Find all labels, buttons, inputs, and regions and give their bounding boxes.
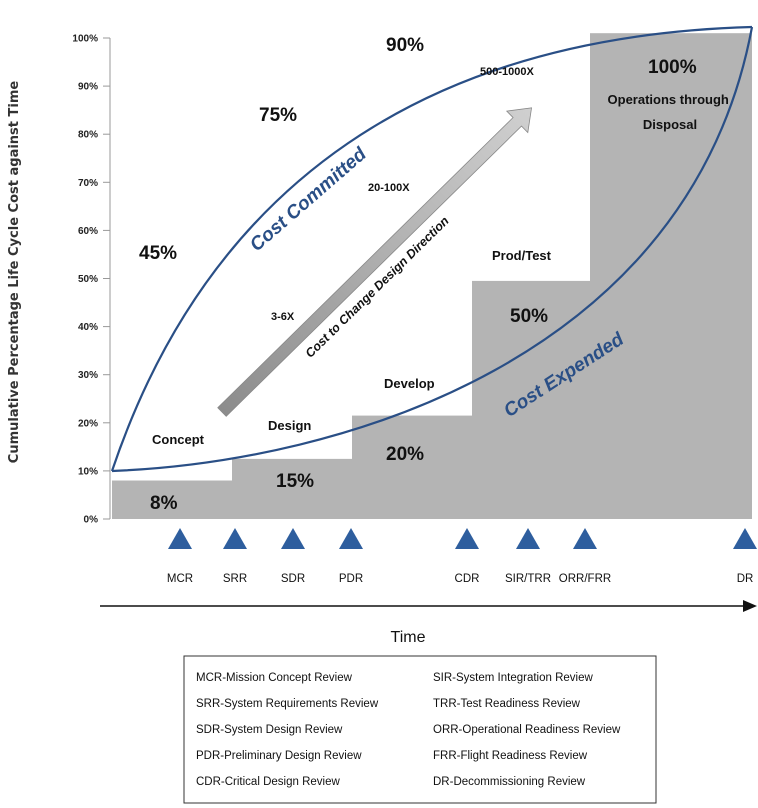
phase-label: Develop [384, 376, 435, 391]
committed-percent-label: 45% [139, 243, 177, 264]
y-ticks: 0% 10% 20% 30% 40% 50% 60% 70% 80% 90% 100% [72, 34, 110, 526]
legend-entry: FRR-Flight Readiness Review [433, 750, 588, 762]
y-tick-label: 50% [78, 274, 98, 285]
multiplier-label: 500-1000X [480, 66, 534, 78]
phase-label: Prod/Test [492, 248, 552, 263]
legend-entry: CDR-Critical Design Review [196, 776, 340, 788]
y-tick-label: 20% [78, 418, 98, 429]
expended-percent-label: 15% [276, 471, 314, 492]
milestone-marker [733, 528, 757, 549]
legend-entry: ORR-Operational Readiness Review [433, 724, 621, 736]
phase-label: Concept [152, 432, 205, 447]
milestone-label: ORR/FRR [559, 573, 611, 585]
cost-bar [590, 33, 752, 519]
cost-committed-curve [110, 25, 753, 472]
cost-bar [112, 480, 232, 519]
y-tick-label: 90% [78, 82, 98, 93]
y-tick-label: 60% [78, 226, 98, 237]
phase-label: Design [268, 418, 311, 433]
legend-box [183, 655, 657, 804]
y-tick-label: 100% [72, 34, 98, 45]
cost-expended-curve [111, 26, 754, 473]
milestone-label: SIR/TRR [505, 573, 551, 585]
y-tick-label: 40% [78, 322, 98, 333]
milestone-label: CDR [455, 573, 480, 585]
y-tick-label: 70% [78, 178, 98, 189]
y-tick-label: 0% [84, 515, 99, 526]
legend-entry: MCR-Mission Concept Review [196, 672, 353, 684]
legend-entry: SRR-System Requirements Review [196, 698, 379, 710]
y-tick-label: 80% [78, 130, 98, 141]
y-tick-label: 10% [78, 466, 98, 477]
milestone-marker [455, 528, 479, 549]
legend-entry: SDR-System Design Review [196, 724, 343, 736]
expended-percent-label: 100% [648, 57, 697, 78]
legend-entry: SIR-System Integration Review [433, 672, 593, 684]
multiplier-label: 20-100X [368, 182, 410, 194]
legend-entry: DR-Decommissioning Review [433, 776, 586, 788]
legend-entry: PDR-Preliminary Design Review [196, 750, 362, 762]
expended-percent-label: 8% [150, 493, 178, 514]
milestone-marker [168, 528, 192, 549]
cost-committed-label: Cost Committed [246, 144, 371, 256]
committed-percent-label: 90% [386, 35, 424, 56]
milestones: MCR SRR SDR PDR CDR SIR/TRR ORR/FRR DR [167, 528, 757, 585]
milestone-marker [339, 528, 363, 549]
legend: MCR-Mission Concept Review SRR-System Req… [196, 672, 621, 788]
phase-label-line: Operations through [608, 92, 729, 107]
cost-bars [112, 33, 752, 519]
y-axis-label: Cumulative Percentage Life Cycle Cost ag… [7, 81, 22, 464]
milestone-label: MCR [167, 573, 193, 585]
expended-percent-label: 50% [510, 306, 548, 327]
milestone-label: DR [737, 573, 754, 585]
multiplier-label: 3-6X [271, 311, 295, 323]
phase-label: Operations through Disposal [608, 92, 733, 132]
milestone-marker [281, 528, 305, 549]
milestone-label: SDR [281, 573, 305, 585]
x-axis-label: Time [391, 629, 426, 646]
time-axis-arrowhead [743, 600, 757, 612]
cost-bar [352, 415, 472, 519]
cost-bar [232, 458, 352, 519]
milestone-label: SRR [223, 573, 247, 585]
arrow-label: Cost to Change Design Direction [303, 214, 452, 361]
milestone-marker [573, 528, 597, 549]
cost-to-change-arrow [217, 107, 533, 417]
milestone-label: PDR [339, 573, 363, 585]
phase-label-line: Disposal [643, 117, 697, 132]
expended-percent-label: 20% [386, 444, 424, 465]
y-tick-label: 30% [78, 370, 98, 381]
committed-percent-label: 75% [259, 105, 297, 126]
milestone-marker [223, 528, 247, 549]
legend-entry: TRR-Test Readiness Review [433, 698, 581, 710]
milestone-marker [516, 528, 540, 549]
